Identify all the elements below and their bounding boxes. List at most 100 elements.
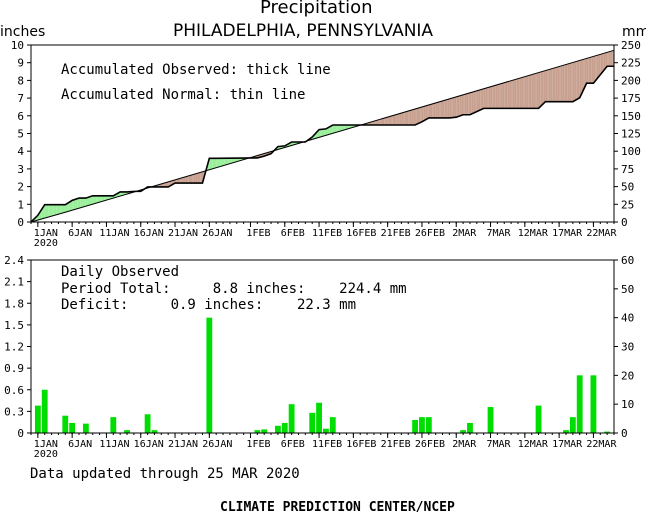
surplus-fill: [67, 202, 69, 212]
surplus-fill: [320, 129, 323, 137]
surplus-fill: [332, 125, 335, 134]
deficit-fill: [487, 87, 489, 109]
deficit-fill: [382, 118, 385, 125]
surplus-fill: [92, 195, 95, 205]
daily-precip-bar: [412, 420, 419, 433]
data-updated-text: Data updated through 25 MAR 2020: [30, 466, 300, 482]
surplus-fill: [231, 158, 234, 164]
bottom-x-tick-label: 26JAN: [202, 439, 232, 450]
deficit-fill: [452, 97, 455, 118]
daily-precip-bar: [309, 412, 316, 433]
deficit-fill: [603, 52, 606, 71]
deficit-fill: [577, 60, 580, 99]
surplus-fill: [89, 196, 92, 206]
deficit-fill: [550, 68, 553, 102]
deficit-fill: [435, 102, 438, 118]
top-x-tick-label: 12MAR: [518, 228, 549, 239]
deficit-fill: [500, 83, 503, 109]
deficit-fill: [524, 76, 527, 109]
top-right-tick-label: 50: [621, 181, 634, 194]
bottom-left-tick-label: 2.1: [4, 276, 24, 289]
deficit-fill: [543, 70, 546, 104]
top-x-tick-label: 16FEB: [346, 228, 376, 239]
deficit-fill: [608, 51, 611, 67]
deficit-fill: [394, 114, 397, 125]
surplus-fill: [68, 201, 71, 212]
deficit-fill: [387, 116, 390, 125]
bottom-x-tick-label: 26FEB: [415, 439, 445, 450]
deficit-fill: [490, 86, 493, 109]
deficit-fill: [449, 98, 452, 118]
bottom-right-tick-label: 20: [621, 369, 634, 382]
deficit-fill: [199, 172, 201, 184]
top-left-tick-label: 4: [17, 145, 24, 158]
bottom-left-tick-label: 1.2: [4, 341, 24, 354]
bottom-x-tick-label: 6FEB: [281, 439, 305, 450]
deficit-fill: [469, 92, 472, 115]
deficit-fill: [529, 74, 532, 109]
deficit-fill: [404, 111, 407, 125]
bottom-x-tick-label: 2MAR: [452, 439, 477, 450]
surplus-fill: [43, 204, 45, 219]
deficit-fill: [576, 60, 578, 100]
daily-precip-bar: [124, 430, 130, 433]
top-left-tick-label: 3: [17, 163, 24, 176]
surplus-fill: [87, 196, 90, 206]
top-right-tick-label: 0: [621, 216, 628, 229]
deficit-fill: [584, 58, 587, 87]
deficit-fill: [483, 88, 486, 109]
deficit-fill: [512, 79, 515, 109]
deficit-fill: [164, 182, 167, 187]
deficit-fill: [548, 69, 551, 102]
deficit-fill: [505, 81, 508, 109]
daily-precip-bar: [82, 423, 89, 433]
deficit-fill: [415, 108, 417, 125]
deficit-fill: [425, 105, 428, 120]
top-left-tick-label: 1: [17, 198, 24, 211]
surplus-fill: [348, 125, 350, 129]
surplus-fill: [73, 199, 76, 210]
deficit-fill: [187, 175, 189, 184]
deficit-fill: [176, 178, 179, 184]
top-x-tick-label: 2MAR: [452, 228, 477, 239]
deficit-fill: [373, 120, 376, 125]
surplus-fill: [77, 198, 80, 209]
deficit-fill: [480, 89, 482, 110]
surplus-fill: [61, 204, 64, 214]
deficit-fill: [403, 112, 405, 125]
daily-precip-bar: [41, 389, 48, 433]
deficit-fill: [492, 85, 494, 109]
deficit-fill: [478, 89, 481, 111]
deficit-fill: [557, 66, 560, 102]
surplus-fill: [339, 125, 342, 132]
top-left-tick-label: 6: [17, 110, 24, 123]
daily-precip-bar: [604, 431, 611, 433]
surplus-fill: [84, 198, 86, 207]
surplus-fill: [79, 198, 81, 209]
surplus-fill: [224, 158, 227, 166]
deficit-fill: [607, 51, 609, 67]
deficit-fill: [432, 103, 434, 118]
deficit-fill: [526, 75, 529, 109]
chart-title: Precipitation: [260, 0, 373, 18]
deficit-fill: [200, 171, 203, 184]
deficit-fill: [591, 56, 594, 84]
top-x-tick-label: 21FEB: [381, 228, 411, 239]
deficit-fill: [560, 65, 563, 102]
top-axes: 0123456789100255075100125150175200225250…: [11, 39, 641, 249]
deficit-fill: [565, 63, 568, 102]
deficit-fill: [507, 81, 510, 109]
top-left-tick-label: 10: [11, 39, 24, 52]
deficit-fill: [511, 80, 513, 109]
deficit-fill: [541, 71, 544, 105]
period-total-text: Period Total: 8.8 inches: 224.4 mm: [61, 281, 407, 297]
bottom-x-tick-label: 12MAR: [518, 439, 549, 450]
deficit-fill: [555, 67, 558, 102]
deficit-fill: [459, 95, 462, 116]
daily-precip-bar: [487, 407, 494, 433]
deficit-fill: [602, 53, 604, 73]
surplus-fill: [49, 204, 52, 217]
surplus-fill: [324, 128, 326, 136]
bottom-x-tick-label: 16FEB: [346, 439, 376, 450]
